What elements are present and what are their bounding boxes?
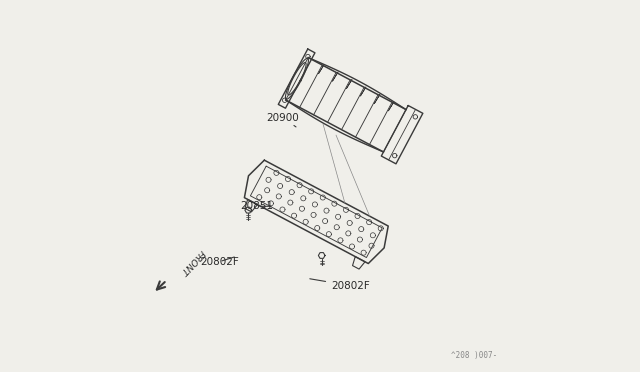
Text: 20851: 20851 xyxy=(241,201,274,211)
Text: FRONT: FRONT xyxy=(178,248,205,276)
Text: 20802F: 20802F xyxy=(310,279,370,291)
Text: 20900: 20900 xyxy=(266,113,300,127)
Text: ^208 )007-: ^208 )007- xyxy=(451,350,497,359)
Text: 20802F: 20802F xyxy=(200,257,239,267)
